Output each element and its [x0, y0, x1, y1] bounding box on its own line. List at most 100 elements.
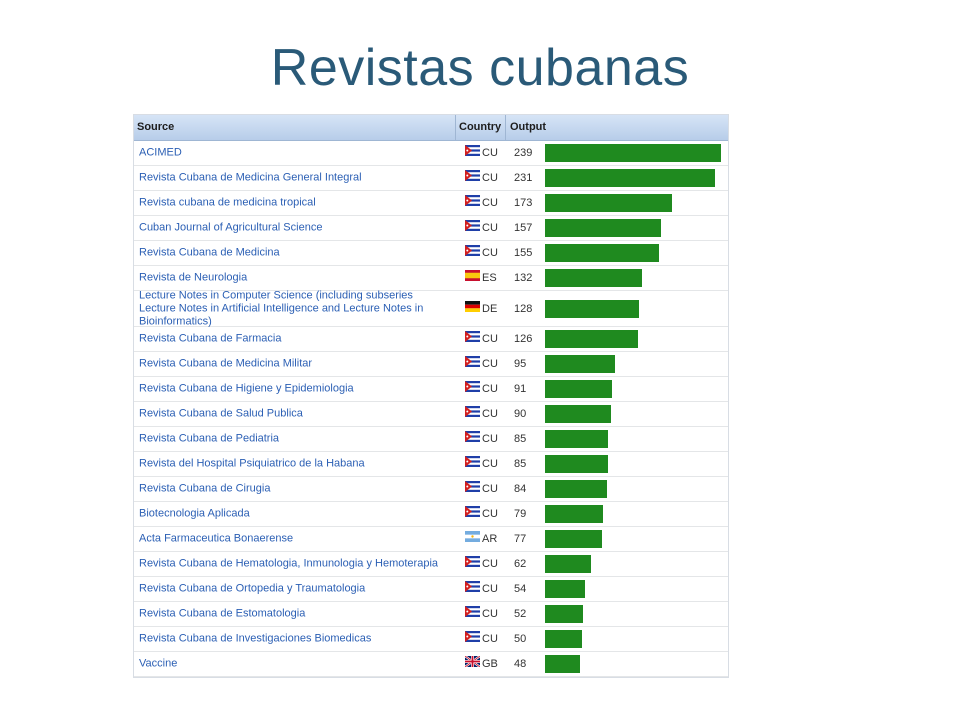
country-code: DE: [482, 302, 498, 315]
output-bar: [545, 580, 585, 598]
country-code: CU: [482, 333, 498, 345]
country-code: CU: [482, 508, 498, 520]
country-code: CU: [482, 358, 498, 370]
cuba-flag-icon: [465, 331, 480, 342]
cuba-flag-icon: [465, 581, 480, 592]
source-link[interactable]: Cuban Journal of Agricultural Science: [139, 221, 323, 234]
output-value: 128: [514, 302, 533, 315]
output-value: 126: [514, 333, 533, 345]
output-value: 50: [514, 633, 527, 645]
table-row: Revista Cubana de Estomatologia CU 52: [134, 602, 728, 627]
output-value: 85: [514, 458, 527, 470]
table-row: Revista Cubana de Ortopedia y Traumatolo…: [134, 577, 728, 602]
cuba-flag-icon: [465, 145, 480, 156]
output-value: 90: [514, 408, 527, 420]
table-row: Revista de Neurologia ES 132: [134, 266, 728, 291]
source-link[interactable]: Revista Cubana de Estomatologia: [139, 607, 306, 620]
source-link[interactable]: Revista del Hospital Psiquiatrico de la …: [139, 457, 365, 470]
cuba-flag-icon: [465, 456, 480, 467]
source-link[interactable]: Biotecnologia Aplicada: [139, 507, 250, 520]
table-body: ACIMED CU 239 Revista Cubana de Medicina Ge…: [134, 141, 728, 677]
country-code: CU: [482, 172, 498, 184]
output-bar: [545, 299, 639, 318]
source-link[interactable]: Revista cubana de medicina tropical: [139, 196, 316, 209]
country-code: CU: [482, 147, 498, 159]
cuba-flag-icon: [465, 220, 480, 231]
table-header: Source Country Output: [134, 115, 728, 141]
source-link[interactable]: Lecture Notes in Computer Science (inclu…: [139, 289, 424, 327]
country-code: CU: [482, 222, 498, 234]
uk-flag-icon: [464, 655, 481, 668]
output-bar: [545, 219, 661, 237]
country-code: ES: [482, 272, 497, 284]
output-value: 231: [514, 172, 533, 184]
country-column-header[interactable]: Country: [459, 121, 502, 133]
cuba-flag-icon: [465, 606, 480, 617]
source-column-header[interactable]: Source: [137, 121, 175, 133]
output-value: 132: [514, 272, 533, 284]
source-link[interactable]: Revista de Neurologia: [139, 271, 248, 284]
cuba-flag-icon: [465, 195, 480, 206]
table-row: Revista cubana de medicina tropical CU 173: [134, 191, 728, 216]
output-value: 48: [514, 658, 527, 670]
output-bar: [545, 455, 608, 473]
table-row: Revista Cubana de Investigaciones Biomed…: [134, 627, 728, 652]
output-value: 62: [514, 558, 527, 570]
source-link[interactable]: Revista Cubana de Cirugia: [139, 482, 271, 495]
country-code: CU: [482, 558, 498, 570]
table-row: Acta Farmaceutica Bonaerense AR 77: [134, 527, 728, 552]
source-link[interactable]: Revista Cubana de Medicina Militar: [139, 357, 313, 370]
output-bar: [545, 630, 582, 648]
country-code: CU: [482, 247, 498, 259]
output-bar: [545, 330, 638, 348]
cuba-flag-icon: [465, 170, 480, 181]
output-value: 84: [514, 483, 527, 495]
table-row: Revista Cubana de Pediatria CU 85: [134, 427, 728, 452]
source-link[interactable]: Revista Cubana de Higiene y Epidemiologi…: [139, 382, 354, 395]
output-bar: [545, 605, 583, 623]
output-value: 85: [514, 433, 527, 445]
output-bar: [545, 430, 608, 448]
source-link[interactable]: ACIMED: [139, 146, 182, 159]
source-link[interactable]: Revista Cubana de Medicina: [139, 246, 280, 259]
source-link[interactable]: Vaccine: [139, 657, 178, 670]
table-row: Revista Cubana de Cirugia CU 84: [134, 477, 728, 502]
source-link[interactable]: Revista Cubana de Pediatria: [139, 432, 280, 445]
output-bar: [545, 655, 580, 673]
source-link[interactable]: Revista Cubana de Investigaciones Biomed…: [139, 632, 372, 645]
germany-flag-icon: [465, 300, 480, 312]
table-row: Revista Cubana de Hematologia, Inmunolog…: [134, 552, 728, 577]
output-bar: [545, 194, 672, 212]
output-column-header[interactable]: Output: [510, 121, 547, 133]
source-link[interactable]: Acta Farmaceutica Bonaerense: [139, 532, 294, 545]
output-bar: [545, 380, 612, 398]
column-divider: [455, 115, 456, 140]
output-bar: [545, 405, 611, 423]
spain-flag-icon: [465, 270, 480, 281]
table-row: Revista Cubana de Medicina Militar CU 95: [134, 352, 728, 377]
cuba-flag-icon: [465, 506, 480, 517]
source-link[interactable]: Revista Cubana de Hematologia, Inmunolog…: [139, 557, 439, 570]
table-row: Revista Cubana de Medicina CU 155: [134, 241, 728, 266]
output-bar: [545, 530, 602, 548]
cuba-flag-icon: [465, 381, 480, 392]
output-value: 77: [514, 533, 527, 545]
cuba-flag-icon: [465, 406, 480, 417]
output-value: 95: [514, 358, 527, 370]
table-row: Biotecnologia Aplicada CU 79: [134, 502, 728, 527]
table-row: Lecture Notes in Computer Science (inclu…: [134, 289, 728, 327]
country-code: AR: [482, 533, 498, 545]
cuba-flag-icon: [465, 431, 480, 442]
output-bar: [545, 505, 603, 523]
cuba-flag-icon: [465, 556, 480, 567]
country-code: CU: [482, 458, 498, 470]
cuba-flag-icon: [465, 481, 480, 492]
output-value: 54: [514, 583, 527, 595]
source-link[interactable]: Revista Cubana de Ortopedia y Traumatolo…: [139, 582, 366, 595]
country-code: GB: [482, 658, 498, 670]
cuba-flag-icon: [465, 245, 480, 256]
source-link[interactable]: Revista Cubana de Farmacia: [139, 332, 282, 345]
source-link[interactable]: Revista Cubana de Salud Publica: [139, 407, 303, 420]
source-link[interactable]: Revista Cubana de Medicina General Integ…: [139, 171, 362, 184]
output-value: 91: [514, 383, 527, 395]
